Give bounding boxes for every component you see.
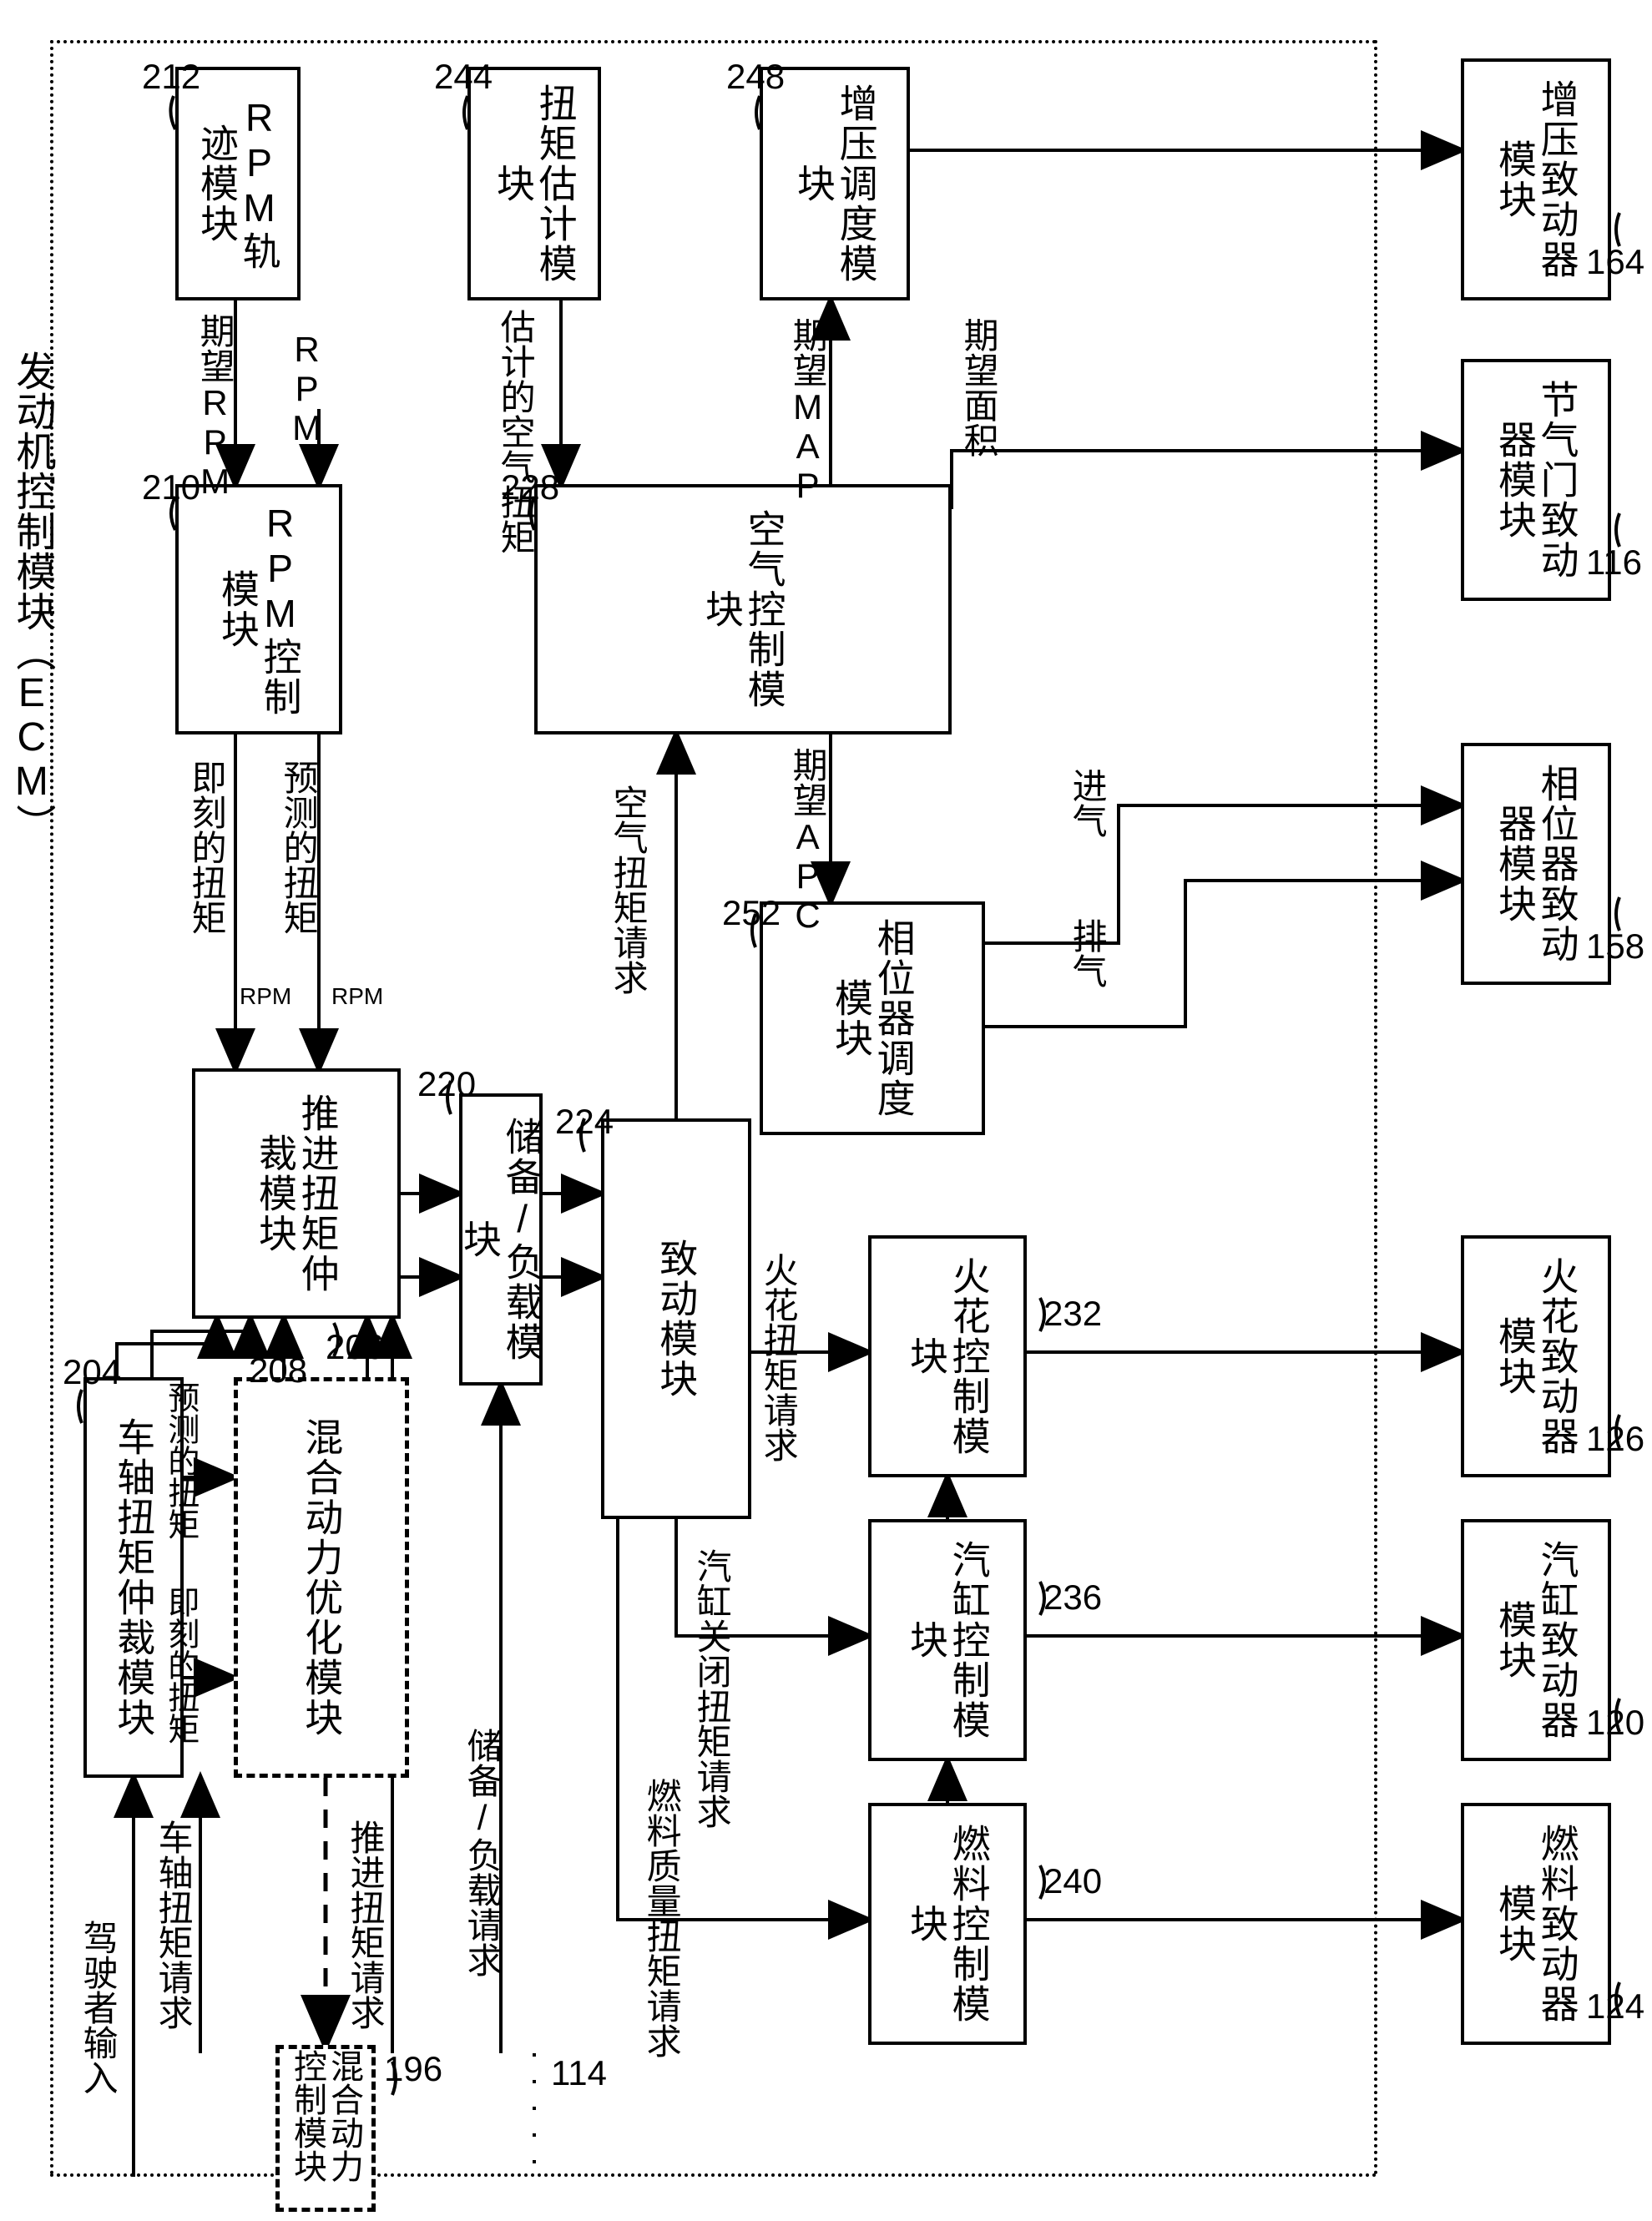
ref-120: 120 xyxy=(1586,1703,1644,1743)
rpm-track-module: RPM轨迹模块 xyxy=(175,67,301,300)
rpm-track-label: RPM轨迹模块 xyxy=(195,77,280,290)
spark-act-label: 火花致动器模块 xyxy=(1493,1245,1578,1467)
label-desired-map: 期望MAP xyxy=(789,317,826,505)
label-exhaust: 排气 xyxy=(1068,918,1105,988)
ref-248: 248 xyxy=(726,57,785,97)
label-reserve-req: 储备/负载请求 xyxy=(463,1728,500,1977)
fuel-ctrl-label: 燃料控制模块 xyxy=(905,1813,989,2035)
ref-232: 232 xyxy=(1043,1294,1102,1334)
throttle-act-label: 节气门致动器模块 xyxy=(1493,369,1578,591)
ref-220: 220 xyxy=(417,1064,476,1104)
label-rpm: RPM xyxy=(288,330,325,447)
boost-act-label: 增压致动器模块 xyxy=(1493,68,1578,290)
rpm-control-label: RPM控制模块 xyxy=(216,494,301,724)
cylinder-control-module: 汽缸控制模块 xyxy=(868,1519,1027,1761)
fuel-act-label: 燃料致动器模块 xyxy=(1493,1813,1578,2035)
reserve-load-module: 储备/负载模块 xyxy=(459,1093,543,1386)
hybrid-opt-label: 混合动力优化模块 xyxy=(301,1417,343,1738)
spark-ctrl-label: 火花控制模块 xyxy=(905,1245,989,1467)
ref-208: 208 xyxy=(249,1350,307,1391)
ref-124: 124 xyxy=(1586,1986,1644,2027)
label-pred-trq-rpm: 预测的扭矩 xyxy=(280,760,316,935)
ref-240: 240 xyxy=(1043,1861,1102,1901)
phaser-sched-label: 相位器调度模块 xyxy=(830,911,914,1125)
fuel-control-module: 燃料控制模块 xyxy=(868,1803,1027,2045)
actuate-label: 致动模块 xyxy=(655,1239,698,1399)
air-control-module: 空气控制模块 xyxy=(534,484,952,734)
hybrid-opt-module: 混合动力优化模块 xyxy=(234,1377,409,1778)
label-imm-trq: 即刻的扭矩 xyxy=(163,1586,196,1744)
ref-206: 206 xyxy=(326,1327,384,1367)
boost-schedule-module: 增压调度模块 xyxy=(760,67,910,300)
label-imm-sub: RPM xyxy=(240,985,291,1008)
torque-estimate-module: 扭矩估计模块 xyxy=(467,67,601,300)
rpm-control-module: RPM控制模块 xyxy=(175,484,342,734)
label-intake: 进气 xyxy=(1068,768,1105,838)
ref-114: 114 xyxy=(551,2053,607,2093)
ref-236: 236 xyxy=(1043,1577,1102,1618)
label-desired-rpm: 期望RPM xyxy=(196,313,233,501)
hybrid-ctrl-label: 混合动力控制模块 xyxy=(289,2049,362,2208)
label-fuel-mass-req: 燃料质量扭矩请求 xyxy=(643,1778,679,2058)
phaser-schedule-module: 相位器调度模块 xyxy=(760,901,985,1135)
label-cyl-off-req: 汽缸关闭扭矩请求 xyxy=(693,1548,730,1829)
label-desired-area: 期望面积 xyxy=(960,317,997,457)
reserve-label: 储备/负载模块 xyxy=(458,1103,543,1376)
ref-212: 212 xyxy=(142,57,200,97)
ref-244: 244 xyxy=(434,57,493,97)
label-driver-input: 驾驶者输入 xyxy=(79,1920,116,2095)
label-desired-apc: 期望APC xyxy=(789,747,826,935)
propulsion-arb-module: 推进扭矩仲裁模块 xyxy=(192,1068,401,1319)
prop-arb-label: 推进扭矩仲裁模块 xyxy=(254,1078,338,1309)
actuation-module: 致动模块 xyxy=(601,1118,751,1519)
label-pred-trq: 预测的扭矩 xyxy=(163,1381,196,1540)
ref-126: 126 xyxy=(1586,1419,1644,1459)
spark-control-module: 火花控制模块 xyxy=(868,1235,1027,1477)
phaser-act-label: 相位器致动器模块 xyxy=(1493,753,1578,975)
label-prop-trq-req: 推进扭矩请求 xyxy=(346,1820,383,2030)
diagram-canvas: 发动机控制模块（ECM） xyxy=(0,0,1652,2221)
label-pred-sub: RPM xyxy=(331,985,383,1008)
ref-210: 210 xyxy=(142,467,200,507)
ecm-title: 发动机控制模块（ECM） xyxy=(10,351,52,844)
label-imm-trq-rpm: 即刻的扭矩 xyxy=(188,760,225,935)
label-spark-trq-req: 火花扭矩请求 xyxy=(760,1252,796,1462)
ref-116: 116 xyxy=(1586,543,1642,583)
air-ctrl-label: 空气控制模块 xyxy=(700,494,785,724)
ref-164: 164 xyxy=(1586,242,1644,282)
ref-158: 158 xyxy=(1586,926,1644,967)
ref-252: 252 xyxy=(722,893,781,933)
label-axle-trq-req: 车轴扭矩请求 xyxy=(154,1820,191,2030)
axle-arb-label: 车轴扭矩仲裁模块 xyxy=(113,1417,155,1738)
cyl-act-label: 汽缸致动器模块 xyxy=(1493,1529,1578,1751)
ref-224: 224 xyxy=(555,1102,614,1142)
boost-sched-label: 增压调度模块 xyxy=(792,77,877,290)
ref-196: 196 xyxy=(384,2049,442,2089)
torque-est-label: 扭矩估计模块 xyxy=(492,77,576,290)
label-air-trq-req: 空气扭矩请求 xyxy=(609,785,646,995)
label-est-air-trq: 估计的空气扭矩 xyxy=(497,309,533,554)
cyl-ctrl-label: 汽缸控制模块 xyxy=(905,1529,989,1751)
hybrid-control-module: 混合动力控制模块 xyxy=(275,2045,376,2212)
ref-204: 204 xyxy=(63,1352,121,1392)
